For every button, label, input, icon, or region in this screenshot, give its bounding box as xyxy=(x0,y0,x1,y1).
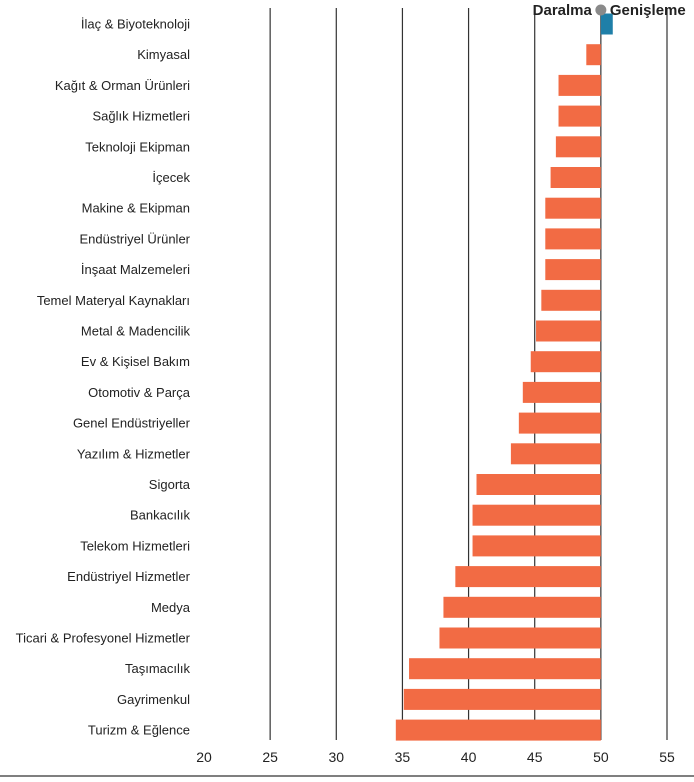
bar-5 xyxy=(550,167,601,188)
bar-2 xyxy=(558,74,601,96)
category-label-18: Endüstriyel Hizmetler xyxy=(67,569,190,584)
bar-21 xyxy=(409,658,601,680)
bar-0 xyxy=(600,13,613,35)
bar-22 xyxy=(403,688,601,710)
bar-7 xyxy=(545,228,601,250)
category-label-0: İlaç & Biyoteknoloji xyxy=(81,17,190,32)
category-label-10: Metal & Madencilik xyxy=(81,324,191,339)
x-tick-label-55: 55 xyxy=(659,749,675,765)
category-label-20: Ticari & Profesyonel Hizmetler xyxy=(16,631,191,646)
category-label-13: Genel Endüstriyeller xyxy=(73,416,191,431)
category-label-8: İnşaat Malzemeleri xyxy=(81,262,190,277)
category-label-12: Otomotiv & Parça xyxy=(88,385,191,400)
bar-12 xyxy=(522,381,601,403)
category-label-22: Gayrimenkul xyxy=(117,692,190,707)
category-label-14: Yazılım & Hizmetler xyxy=(77,446,191,461)
bar-20 xyxy=(439,627,601,649)
bar-6 xyxy=(545,197,601,219)
category-label-2: Kağıt & Orman Ürünleri xyxy=(55,78,190,93)
category-label-11: Ev & Kişisel Bakım xyxy=(81,354,190,369)
bar-18 xyxy=(455,566,601,588)
x-tick-label-40: 40 xyxy=(461,749,477,765)
legend-genisleme: Genişleme xyxy=(610,2,686,19)
bar-17 xyxy=(472,535,601,557)
bar-8 xyxy=(545,259,601,281)
bars xyxy=(395,13,613,741)
x-tick-label-50: 50 xyxy=(593,749,609,765)
legend: Daralma Genişleme xyxy=(533,2,686,19)
bar-10 xyxy=(536,320,601,342)
bar-3 xyxy=(558,105,601,127)
gridlines xyxy=(269,8,668,740)
category-label-5: İçecek xyxy=(152,170,190,185)
category-label-7: Endüstriyel Ürünler xyxy=(79,231,190,246)
bar-1 xyxy=(586,44,601,66)
category-label-19: Medya xyxy=(151,600,191,615)
bar-11 xyxy=(530,351,601,373)
category-label-3: Sağlık Hizmetleri xyxy=(92,109,190,124)
bar-19 xyxy=(443,596,601,618)
legend-daralma: Daralma xyxy=(533,2,593,19)
x-tick-label-45: 45 xyxy=(527,749,543,765)
x-axis-ticks: 20 25 30 35 40 45 50 55 xyxy=(196,749,675,765)
bar-14 xyxy=(510,443,601,465)
bar-16 xyxy=(472,504,601,526)
x-tick-label-30: 30 xyxy=(328,749,344,765)
category-label-16: Bankacılık xyxy=(130,508,190,523)
x-tick-label-35: 35 xyxy=(395,749,411,765)
bar-4 xyxy=(555,136,601,158)
bar-9 xyxy=(541,289,601,311)
category-label-1: Kimyasal xyxy=(137,47,190,62)
x-tick-label-20: 20 xyxy=(196,749,212,765)
bar-23 xyxy=(395,719,601,741)
category-label-6: Makine & Ekipman xyxy=(82,201,190,216)
category-label-9: Temel Materyal Kaynakları xyxy=(37,293,190,308)
category-label-23: Turizm & Eğlence xyxy=(88,723,190,738)
legend-dot-icon xyxy=(595,4,607,16)
category-labels: İlaç & Biyoteknoloji Kimyasal Kağıt & Orma… xyxy=(16,17,191,738)
bar-15 xyxy=(476,474,601,495)
category-label-4: Teknoloji Ekipman xyxy=(85,139,190,154)
x-tick-label-25: 25 xyxy=(262,749,278,765)
category-label-17: Telekom Hizmetleri xyxy=(80,538,190,553)
bar-13 xyxy=(518,412,601,434)
category-label-21: Taşımacılık xyxy=(125,661,191,676)
category-label-15: Sigorta xyxy=(149,477,191,492)
